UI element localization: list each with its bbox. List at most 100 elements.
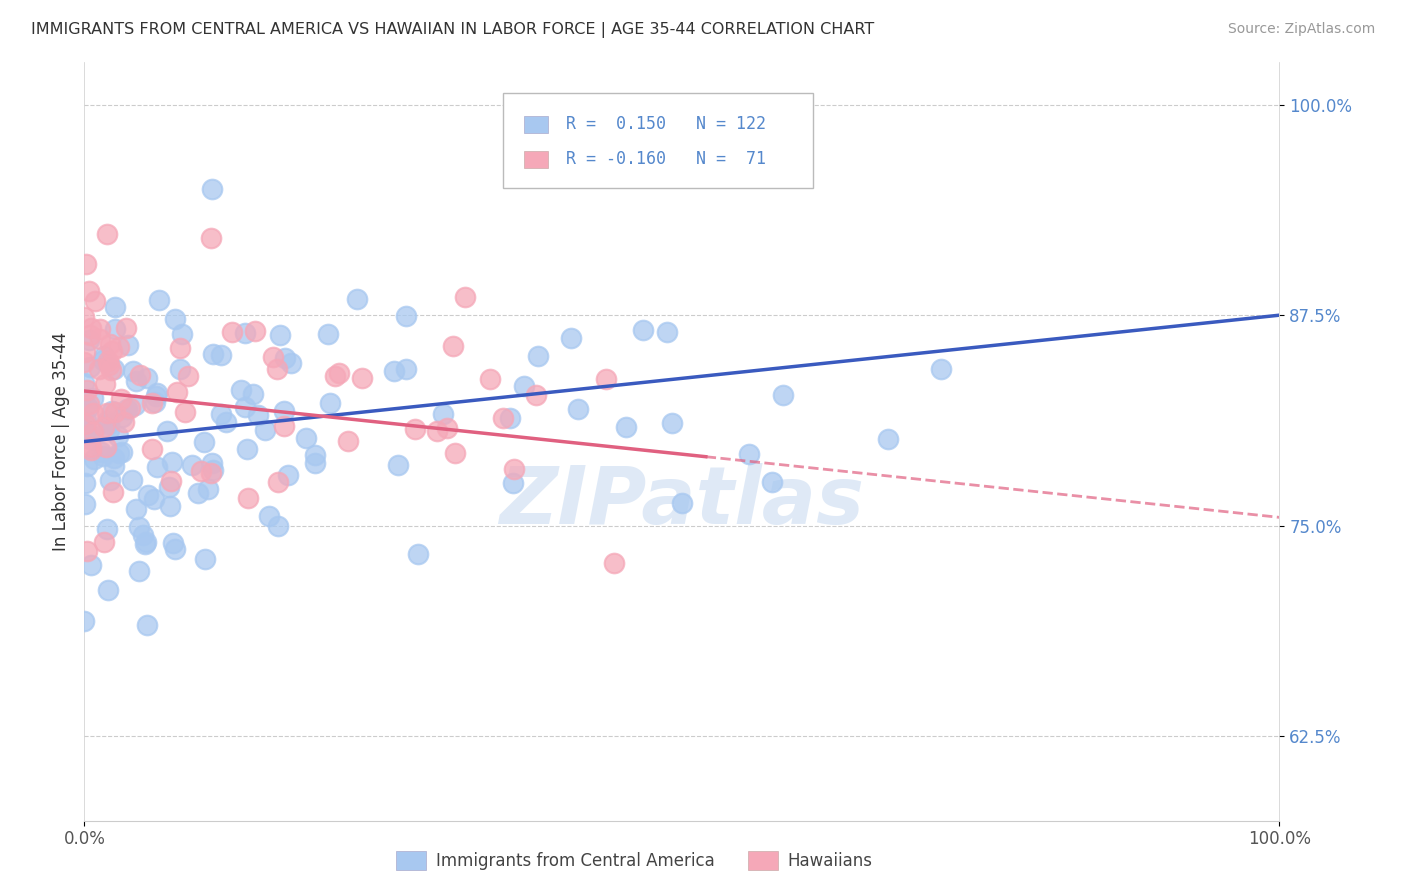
Point bbox=[404, 422, 426, 436]
Point bbox=[502, 462, 524, 476]
Point bbox=[478, 372, 501, 386]
Point bbox=[104, 405, 127, 419]
Point bbox=[98, 337, 121, 351]
Point bbox=[82, 406, 104, 420]
Point bbox=[80, 442, 103, 457]
Point bbox=[294, 432, 316, 446]
Point bbox=[145, 459, 167, 474]
Point bbox=[209, 407, 232, 421]
Point bbox=[201, 456, 224, 470]
Point bbox=[91, 450, 114, 464]
Point bbox=[73, 376, 96, 390]
Point bbox=[80, 558, 103, 573]
Point bbox=[761, 475, 783, 489]
Point bbox=[96, 406, 118, 420]
Point bbox=[163, 312, 186, 326]
Point bbox=[162, 454, 184, 468]
Point bbox=[131, 528, 153, 542]
Point bbox=[73, 497, 96, 511]
Y-axis label: In Labor Force | Age 35-44: In Labor Force | Age 35-44 bbox=[52, 332, 70, 551]
Point bbox=[89, 322, 111, 336]
Point bbox=[177, 368, 200, 383]
Point bbox=[671, 495, 693, 509]
Point bbox=[159, 500, 181, 514]
Point bbox=[93, 349, 115, 363]
Point bbox=[96, 414, 118, 428]
Point bbox=[111, 444, 134, 458]
Point bbox=[104, 300, 127, 314]
Point bbox=[277, 468, 299, 483]
Point bbox=[352, 371, 374, 385]
Point bbox=[103, 451, 125, 466]
Point bbox=[194, 551, 217, 566]
Point bbox=[121, 364, 143, 378]
Point bbox=[73, 355, 96, 369]
Point bbox=[328, 366, 350, 380]
Point bbox=[108, 446, 131, 460]
Point bbox=[101, 403, 124, 417]
Point bbox=[96, 441, 118, 455]
Point bbox=[97, 423, 120, 437]
Point bbox=[443, 445, 465, 459]
Point bbox=[336, 434, 359, 449]
Point bbox=[75, 423, 97, 437]
Point bbox=[89, 361, 111, 376]
Point bbox=[502, 476, 524, 491]
Point bbox=[426, 425, 449, 439]
Point bbox=[75, 398, 97, 412]
Point bbox=[145, 386, 167, 401]
Point bbox=[633, 323, 655, 337]
Point bbox=[79, 426, 101, 441]
Point bbox=[247, 408, 270, 422]
Point bbox=[82, 425, 104, 439]
FancyBboxPatch shape bbox=[524, 151, 548, 168]
Point bbox=[76, 544, 98, 558]
Point bbox=[94, 376, 117, 391]
Point bbox=[82, 391, 104, 405]
Point bbox=[236, 491, 259, 505]
Point bbox=[170, 327, 193, 342]
Point bbox=[436, 421, 458, 435]
Point bbox=[174, 405, 197, 419]
Point bbox=[101, 343, 124, 358]
Point bbox=[267, 475, 290, 489]
Point bbox=[110, 392, 132, 406]
Point bbox=[266, 362, 288, 376]
Point bbox=[512, 379, 534, 393]
Point bbox=[129, 368, 152, 383]
Point bbox=[169, 342, 191, 356]
Point bbox=[115, 321, 138, 335]
Point bbox=[75, 417, 97, 432]
Point bbox=[108, 340, 131, 354]
Point bbox=[304, 448, 326, 462]
Point bbox=[83, 452, 105, 467]
Point bbox=[527, 349, 550, 363]
Point bbox=[136, 371, 159, 385]
Point bbox=[96, 227, 118, 241]
Point bbox=[73, 424, 96, 438]
Point bbox=[772, 387, 794, 401]
Point bbox=[441, 339, 464, 353]
Text: ZIPatlas: ZIPatlas bbox=[499, 463, 865, 541]
Point bbox=[169, 362, 191, 376]
Point bbox=[135, 534, 157, 549]
Point bbox=[124, 375, 146, 389]
Point bbox=[432, 407, 454, 421]
Point bbox=[143, 491, 166, 506]
Point bbox=[79, 360, 101, 375]
Point bbox=[75, 412, 97, 426]
Point bbox=[138, 488, 160, 502]
Point bbox=[79, 328, 101, 343]
Point bbox=[125, 502, 148, 516]
Point bbox=[77, 333, 100, 347]
Point bbox=[280, 356, 302, 370]
Point bbox=[273, 404, 295, 418]
Point bbox=[112, 415, 135, 429]
Point bbox=[75, 257, 97, 271]
Text: R =  0.150   N = 122: R = 0.150 N = 122 bbox=[567, 115, 766, 134]
Point bbox=[166, 384, 188, 399]
Point bbox=[243, 324, 266, 338]
Point bbox=[103, 458, 125, 473]
Point bbox=[77, 401, 100, 415]
Point bbox=[524, 388, 547, 402]
